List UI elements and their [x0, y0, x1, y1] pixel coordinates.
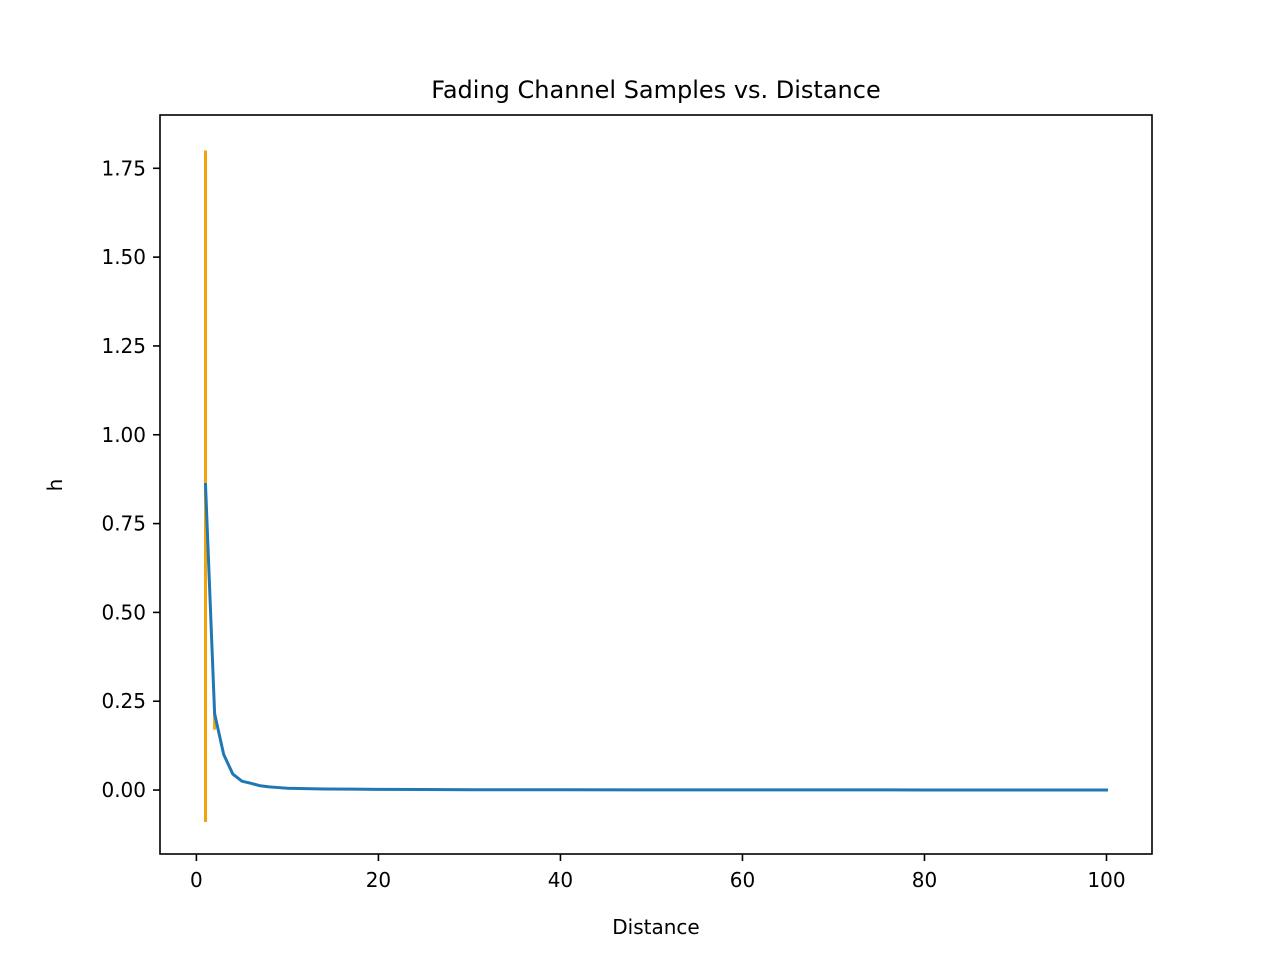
x-tick-label: 60 [730, 868, 755, 892]
y-axis-label: h [43, 479, 67, 492]
y-tick-label: 0.00 [101, 778, 146, 802]
chart-title: Fading Channel Samples vs. Distance [431, 76, 880, 104]
y-axis: 0.00 0.25 0.50 0.75 1.00 1.25 1.50 1.75 [101, 156, 160, 802]
y-tick-label: 1.00 [101, 423, 146, 447]
y-tick-label: 0.50 [101, 600, 146, 624]
x-tick-label: 80 [912, 868, 937, 892]
y-tick-label: 1.75 [101, 156, 146, 180]
x-tick-label: 20 [366, 868, 391, 892]
y-tick-label: 0.25 [101, 689, 146, 713]
y-tick-label: 1.50 [101, 245, 146, 269]
series-line-0 [203, 482, 1109, 792]
x-tick-label: 100 [1087, 868, 1125, 892]
y-tick-label: 0.75 [101, 512, 146, 536]
x-tick-label: 0 [190, 868, 203, 892]
x-tick-label: 40 [548, 868, 573, 892]
x-axis: 0 20 40 60 80 100 [190, 854, 1126, 892]
plot-area [203, 150, 1109, 823]
axes-frame [159, 114, 1153, 855]
y-tick-label: 1.25 [101, 334, 146, 358]
x-axis-label: Distance [612, 915, 699, 939]
